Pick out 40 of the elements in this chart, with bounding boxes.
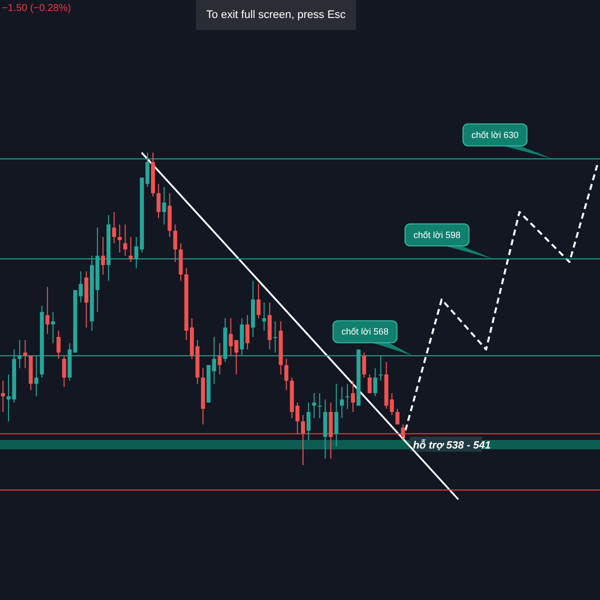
text: To exit full screen, press Esc bbox=[196, 0, 356, 30]
candlestick bbox=[245, 314, 250, 350]
candlestick bbox=[62, 355, 66, 388]
candlestick bbox=[273, 320, 278, 354]
candlestick bbox=[128, 236, 133, 262]
candlestick bbox=[218, 342, 222, 375]
candlestick bbox=[156, 183, 161, 219]
candlestick bbox=[301, 414, 305, 466]
candlestick bbox=[284, 358, 288, 391]
candlestick bbox=[401, 424, 405, 441]
candlestick bbox=[118, 224, 122, 254]
ref-line-label: chốt lời 568 bbox=[342, 326, 388, 337]
candlestick bbox=[78, 270, 83, 304]
candlestick bbox=[256, 283, 261, 319]
candlestick bbox=[56, 330, 61, 360]
candlestick bbox=[123, 224, 128, 256]
candlestick bbox=[362, 352, 366, 378]
text: −1.50 (−0.28%) bbox=[2, 3, 71, 14]
candlestick bbox=[1, 380, 5, 412]
candlestick bbox=[345, 383, 350, 410]
candlestick bbox=[312, 392, 316, 419]
candlestick bbox=[368, 374, 372, 394]
candlestick bbox=[101, 236, 105, 275]
candlestick bbox=[395, 408, 400, 425]
candlestick bbox=[373, 368, 378, 397]
band-label: hỗ trợ 538 - 541 bbox=[413, 438, 491, 452]
ref-line-label: chốt lời 630 bbox=[472, 130, 518, 140]
candlestick bbox=[306, 402, 311, 441]
candlestick bbox=[173, 224, 178, 262]
ref-line-label: chốt lời 598 bbox=[414, 230, 460, 240]
candlestick bbox=[318, 392, 322, 419]
candlestick bbox=[45, 286, 50, 334]
candlestick bbox=[51, 311, 55, 344]
candlestick bbox=[351, 380, 355, 412]
candlestick bbox=[340, 386, 344, 419]
candlestick bbox=[334, 383, 338, 447]
candlestick bbox=[112, 211, 116, 244]
candlestick bbox=[262, 302, 266, 332]
candlestick bbox=[162, 186, 166, 225]
candlestick bbox=[23, 340, 28, 369]
